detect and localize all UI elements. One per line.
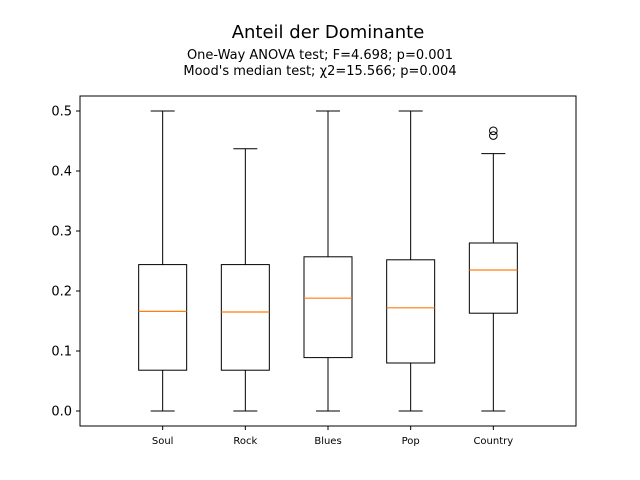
outlier-point — [489, 131, 498, 140]
axes-frame — [79, 95, 577, 427]
box-iqr — [138, 264, 188, 371]
box-iqr — [468, 242, 518, 314]
ytick-label: 0.1 — [51, 345, 72, 360]
box-iqr — [220, 264, 270, 371]
ytick-label: 0.4 — [51, 165, 72, 180]
xtick-label: Soul — [152, 436, 174, 447]
ytick-label: 0.2 — [51, 285, 72, 300]
plot-area: 0.0 0.1 0.2 0.3 0.4 0.5 Soul Rock Blues Pop Countr… — [51, 105, 518, 447]
ytick-label: 0.0 — [51, 405, 72, 420]
xtick-label: Pop — [402, 436, 420, 447]
xtick-label: Country — [473, 436, 513, 447]
ytick-label: 0.3 — [51, 225, 72, 240]
ytick-label: 0.5 — [51, 105, 72, 120]
chart-subtitle-line-1: One-Way ANOVA test; F=4.698; p=0.001 — [187, 48, 453, 63]
xtick-label: Blues — [314, 436, 341, 447]
xtick-label: Rock — [233, 436, 257, 447]
box-iqr — [386, 259, 436, 364]
chart-title: Anteil der Dominante — [232, 22, 425, 43]
outlier-point — [489, 126, 498, 136]
box-iqr — [303, 256, 353, 359]
chart-subtitle-line-2: Mood's median test; χ2=15.566; p=0.004 — [183, 64, 456, 79]
